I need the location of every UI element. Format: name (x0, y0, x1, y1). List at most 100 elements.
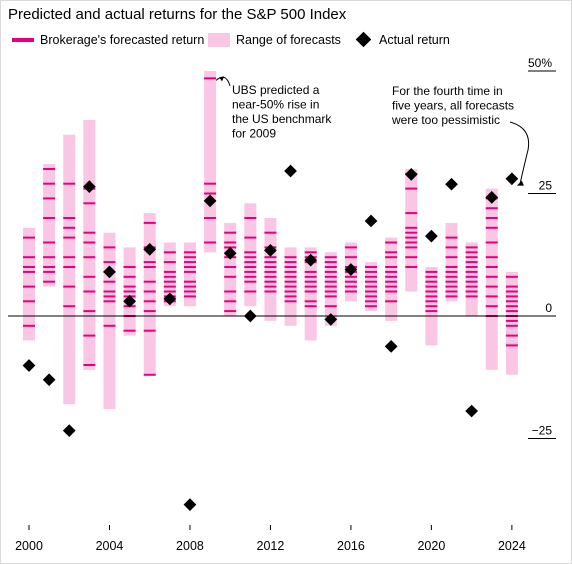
forecast-tick (103, 280, 116, 283)
forecast-tick (43, 168, 56, 170)
forecast-tick (405, 212, 418, 215)
annotation-ubs-arrowhead (219, 76, 225, 82)
forecast-tick (445, 285, 458, 288)
annotation-ubs-text: the US benchmark (232, 112, 332, 126)
forecast-tick (445, 290, 458, 293)
forecast-tick (204, 77, 217, 80)
forecast-tick (365, 300, 378, 303)
forecast-tick (304, 275, 317, 278)
forecast-tick (284, 270, 297, 273)
forecast-tick (324, 280, 337, 283)
actual-return-diamond (505, 172, 519, 186)
forecast-tick (244, 280, 257, 283)
forecast-tick (244, 217, 257, 219)
forecast-range-bar (143, 213, 156, 375)
annotation-pessimistic-arrow (509, 121, 530, 185)
forecast-tick (344, 256, 357, 259)
actual-return-diamond (103, 265, 116, 279)
forecast-tick (324, 290, 337, 293)
forecast-tick (183, 290, 196, 293)
forecast-tick (304, 270, 317, 273)
forecast-tick (445, 236, 458, 239)
forecast-tick (505, 334, 518, 337)
forecast-tick (163, 275, 176, 278)
forecast-tick (43, 182, 56, 185)
forecast-tick (365, 270, 378, 273)
forecast-tick (385, 266, 398, 268)
forecast-tick (143, 300, 156, 303)
forecast-range-bar (445, 222, 458, 302)
forecast-tick (224, 241, 237, 244)
forecast-tick (264, 290, 277, 293)
range-swatch (208, 33, 230, 47)
actual-return-diamond (264, 243, 277, 257)
forecast-tick (284, 261, 297, 264)
forecast-tick (465, 270, 478, 273)
forecast-tick (465, 275, 478, 278)
forecast-tick (143, 261, 156, 264)
actual-return-diamond (22, 359, 36, 372)
forecast-tick (505, 305, 518, 308)
forecast-range-bar (485, 188, 498, 370)
forecast-tick (405, 236, 418, 239)
forecast-tick (445, 295, 458, 298)
forecast-tick (485, 266, 498, 268)
forecast-tick (183, 285, 196, 288)
actual-return-diamond (284, 164, 297, 178)
forecast-tick (425, 275, 438, 278)
forecast-tick (244, 251, 257, 254)
forecast-range-bar (163, 242, 176, 307)
forecast-tick (63, 182, 76, 185)
forecast-tick (445, 275, 458, 278)
forecast-tick (183, 256, 196, 259)
forecast-tick (103, 300, 116, 303)
forecast-tick (365, 305, 378, 308)
forecast-tick (103, 290, 116, 293)
actual-return-diamond (183, 498, 197, 512)
forecast-tick (505, 310, 518, 313)
forecast-tick (63, 266, 76, 268)
annotation-ubs-arrow (215, 76, 231, 87)
actual-return-diamond (324, 313, 338, 326)
forecast-tick (324, 295, 337, 298)
forecast-tick (284, 275, 297, 278)
annotation-pessimistic-text: were too pessimistic (391, 113, 500, 127)
forecast-range-bar (405, 169, 418, 292)
forecast-tick (264, 256, 277, 259)
actual-return-diamond (445, 177, 458, 191)
forecast-tick (485, 217, 498, 219)
forecast-tick (445, 270, 458, 273)
legend-forecast-label: Brokerage's forecasted return (40, 33, 205, 47)
forecast-range-bar (43, 164, 56, 287)
forecast-tick (365, 266, 378, 268)
y-tick-label: −25 (532, 424, 553, 438)
forecast-tick (224, 275, 237, 278)
forecast-tick (465, 290, 478, 293)
forecast-tick (83, 241, 96, 244)
forecast-tick (43, 241, 56, 244)
forecast-tick (505, 300, 518, 303)
forecast-range-bar (83, 120, 96, 370)
actual-return-diamond (42, 373, 56, 387)
forecast-tick (425, 280, 438, 283)
forecast-tick (324, 256, 337, 259)
forecast-tick (143, 266, 156, 268)
forecast-tick (163, 251, 176, 254)
forecast-tick (63, 256, 76, 259)
forecast-tick (304, 280, 317, 283)
forecast-tick (83, 290, 96, 293)
forecast-tick (103, 246, 116, 249)
forecast-tick (83, 310, 96, 313)
forecast-tick (204, 241, 217, 244)
forecast-tick (385, 241, 398, 244)
forecast-range-bar (244, 203, 257, 307)
forecast-tick (324, 275, 337, 278)
forecast-tick (204, 217, 217, 219)
annotation-ubs-text: near-50% rise in (232, 98, 319, 112)
forecast-range-bar (204, 71, 217, 253)
x-tick-label: 2016 (337, 539, 365, 553)
forecast-tick (143, 290, 156, 293)
forecast-tick (465, 280, 478, 283)
forecast-tick (405, 231, 418, 234)
forecast-tick (505, 295, 518, 298)
